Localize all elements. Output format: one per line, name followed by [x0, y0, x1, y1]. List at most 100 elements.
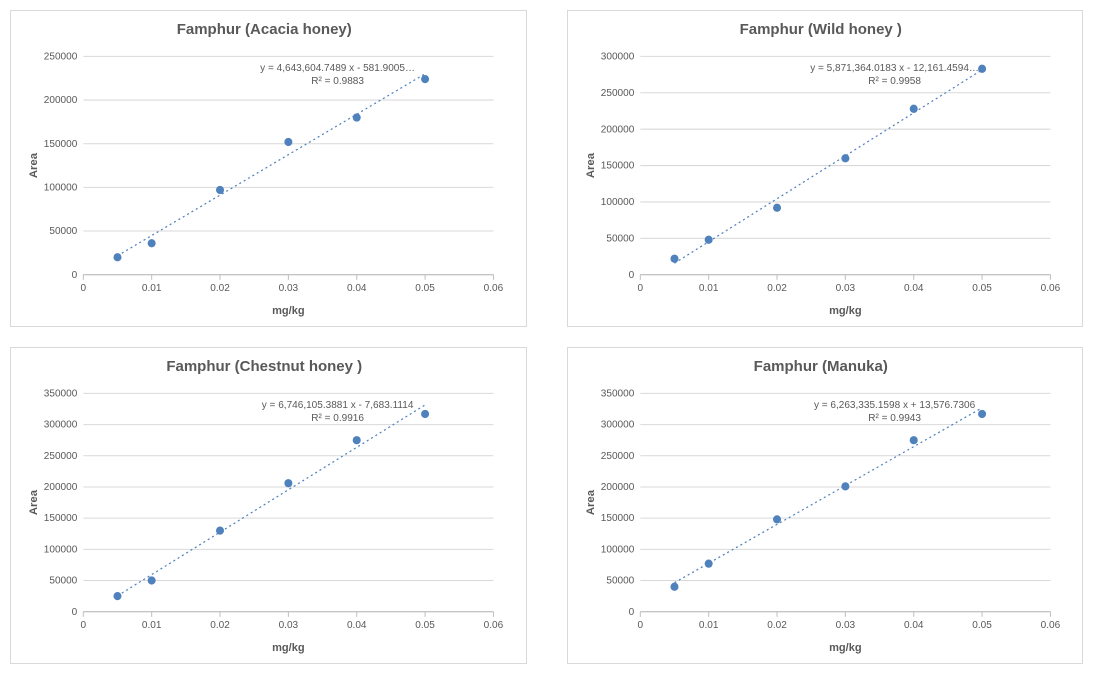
x-tick-label: 0.06 — [484, 283, 504, 294]
data-point — [284, 479, 292, 487]
y-tick-label: 300000 — [44, 420, 78, 431]
equation-line2: R² = 0.9958 — [868, 76, 921, 87]
y-tick-label: 100000 — [44, 182, 78, 193]
data-point — [909, 105, 917, 113]
x-tick-label: 0.03 — [279, 283, 299, 294]
data-point — [113, 253, 121, 261]
x-axis-label: mg/kg — [272, 305, 305, 317]
y-tick-label: 150000 — [600, 161, 634, 172]
y-axis-label: Area — [585, 489, 597, 515]
data-point — [670, 583, 678, 591]
data-point — [704, 236, 712, 244]
data-point — [216, 186, 224, 194]
y-tick-label: 350000 — [44, 388, 78, 399]
chart-panel-manuka: Famphur (Manuka)050000100000150000200000… — [567, 347, 1084, 664]
equation-line2: R² = 0.9883 — [311, 76, 364, 87]
chart-panel-wild: Famphur (Wild honey )0500001000001500002… — [567, 10, 1084, 327]
chart-body: 0 50000 100000 150000 200000 250000 0 0.01 0.02 0… — [23, 42, 506, 320]
trend-line — [117, 405, 425, 596]
y-tick-label: 200000 — [44, 95, 78, 106]
y-tick-label: 50000 — [606, 233, 634, 244]
data-point — [148, 576, 156, 584]
y-tick-label: 0 — [628, 270, 634, 281]
data-point — [284, 138, 292, 146]
y-tick-label: 250000 — [44, 51, 78, 62]
x-tick-label: 0.01 — [698, 283, 718, 294]
data-point — [353, 436, 361, 444]
y-axis-label: Area — [28, 489, 40, 515]
x-tick-label: 0.04 — [347, 620, 367, 631]
y-tick-label: 200000 — [44, 482, 78, 493]
y-tick-label: 0 — [72, 607, 78, 618]
data-point — [353, 113, 361, 121]
x-tick-label: 0.02 — [767, 620, 787, 631]
y-tick-label: 250000 — [600, 451, 634, 462]
y-tick-label: 100000 — [600, 544, 634, 555]
y-axis-label: Area — [28, 152, 40, 178]
x-tick-label: 0.04 — [903, 283, 923, 294]
chart-title: Famphur (Manuka) — [580, 358, 1063, 375]
y-tick-label: 150000 — [44, 513, 78, 524]
x-tick-label: 0.04 — [903, 620, 923, 631]
data-point — [773, 204, 781, 212]
x-axis-label: mg/kg — [829, 305, 862, 317]
x-tick-label: 0.05 — [415, 620, 435, 631]
x-axis-label: mg/kg — [829, 642, 862, 654]
x-tick-label: 0.03 — [835, 620, 855, 631]
y-tick-label: 300000 — [600, 51, 634, 62]
data-point — [421, 410, 429, 418]
equation-line2: R² = 0.9943 — [868, 413, 921, 424]
data-point — [704, 560, 712, 568]
chart-body: 0500001000001500002000002500003000003500… — [23, 379, 506, 657]
y-tick-label: 300000 — [600, 420, 634, 431]
x-tick-label: 0.01 — [142, 283, 162, 294]
data-point — [113, 592, 121, 600]
chart-title: Famphur (Wild honey ) — [580, 21, 1063, 38]
data-point — [773, 515, 781, 523]
y-tick-label: 0 — [628, 607, 634, 618]
data-point — [148, 239, 156, 247]
data-point — [841, 482, 849, 490]
y-tick-label: 50000 — [49, 226, 77, 237]
chart-svg: 0500001000001500002000002500003000003500… — [23, 379, 506, 657]
x-tick-label: 0 — [637, 283, 643, 294]
y-tick-label: 150000 — [44, 139, 78, 150]
x-tick-label: 0.02 — [210, 283, 230, 294]
chart-svg: 0500001000001500002000002500003000003500… — [580, 379, 1063, 657]
x-tick-label: 0 — [81, 283, 87, 294]
chart-svg: 05000010000015000020000025000030000000.0… — [580, 42, 1063, 320]
data-point — [978, 410, 986, 418]
x-tick-label: 0.02 — [210, 620, 230, 631]
chart-body: 05000010000015000020000025000030000000.0… — [580, 42, 1063, 320]
equation-line1: y = 6,263,335.1598 x + 13,576.7306 — [813, 400, 975, 411]
y-tick-label: 0 — [72, 270, 78, 281]
x-tick-label: 0.06 — [1040, 283, 1060, 294]
trend-line — [117, 74, 425, 256]
chart-svg: 0 50000 100000 150000 200000 250000 0 0.01 0.02 0… — [23, 42, 506, 320]
y-tick-label: 200000 — [600, 482, 634, 493]
x-tick-label: 0.05 — [972, 283, 992, 294]
data-point — [670, 255, 678, 263]
equation-line2: R² = 0.9916 — [311, 413, 364, 424]
data-point — [216, 527, 224, 535]
chart-panel-chestnut: Famphur (Chestnut honey )050000100000150… — [10, 347, 527, 664]
x-tick-label: 0.05 — [415, 283, 435, 294]
y-tick-label: 250000 — [44, 451, 78, 462]
y-tick-label: 100000 — [44, 544, 78, 555]
equation-line1: y = 6,746,105.3881 x - 7,683.1114 — [262, 400, 414, 411]
y-tick-label: 350000 — [600, 388, 634, 399]
y-tick-label: 250000 — [600, 88, 634, 99]
x-tick-label: 0.01 — [698, 620, 718, 631]
data-point — [841, 154, 849, 162]
trend-line — [674, 408, 982, 583]
x-axis-label: mg/kg — [272, 642, 305, 654]
chart-title: Famphur (Chestnut honey ) — [23, 358, 506, 375]
chart-title: Famphur (Acacia honey) — [23, 21, 506, 38]
x-tick-label: 0.03 — [835, 283, 855, 294]
x-tick-label: 0.03 — [279, 620, 299, 631]
x-tick-label: 0.06 — [1040, 620, 1060, 631]
x-tick-label: 0.04 — [347, 283, 367, 294]
x-tick-label: 0.02 — [767, 283, 787, 294]
y-tick-label: 200000 — [600, 124, 634, 135]
x-tick-label: 0 — [81, 620, 87, 631]
